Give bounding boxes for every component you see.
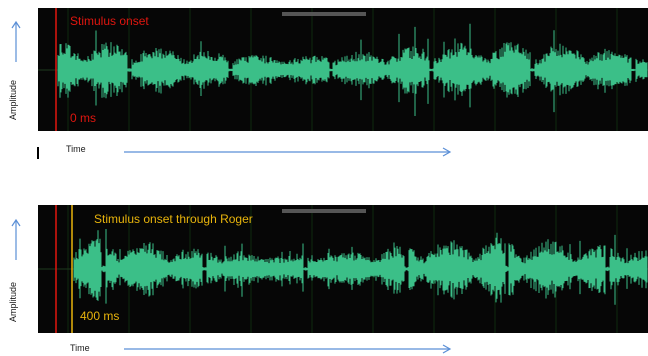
amplitude-arrow-bottom [11, 218, 21, 260]
waveform-panel-top: Stimulus onset 0 ms [38, 8, 648, 131]
waveform-panel-bottom: Stimulus onset through Roger 400 ms [38, 205, 648, 333]
stimulus-onset-label: Stimulus onset [70, 14, 149, 28]
toolbar-strip [282, 209, 366, 213]
waveform [73, 229, 648, 305]
text-cursor-mark [37, 147, 39, 159]
waveform [57, 23, 648, 117]
latency-label-top: 0 ms [70, 111, 97, 125]
waveform-plot-bottom [38, 205, 648, 333]
waveform-plot-top [38, 8, 648, 131]
y-axis-label-top: Amplitude [8, 79, 18, 120]
stimulus-onset-roger-label: Stimulus onset through Roger [94, 212, 253, 226]
time-arrow-top [124, 147, 452, 157]
y-axis-label-bottom: Amplitude [8, 281, 18, 322]
x-axis-label-bottom: Time [70, 343, 90, 353]
latency-label-bottom: 400 ms [80, 309, 120, 323]
toolbar-strip [282, 12, 366, 16]
x-axis-label-top: Time [66, 144, 86, 154]
time-arrow-bottom [124, 344, 452, 354]
amplitude-arrow-top [11, 20, 21, 62]
